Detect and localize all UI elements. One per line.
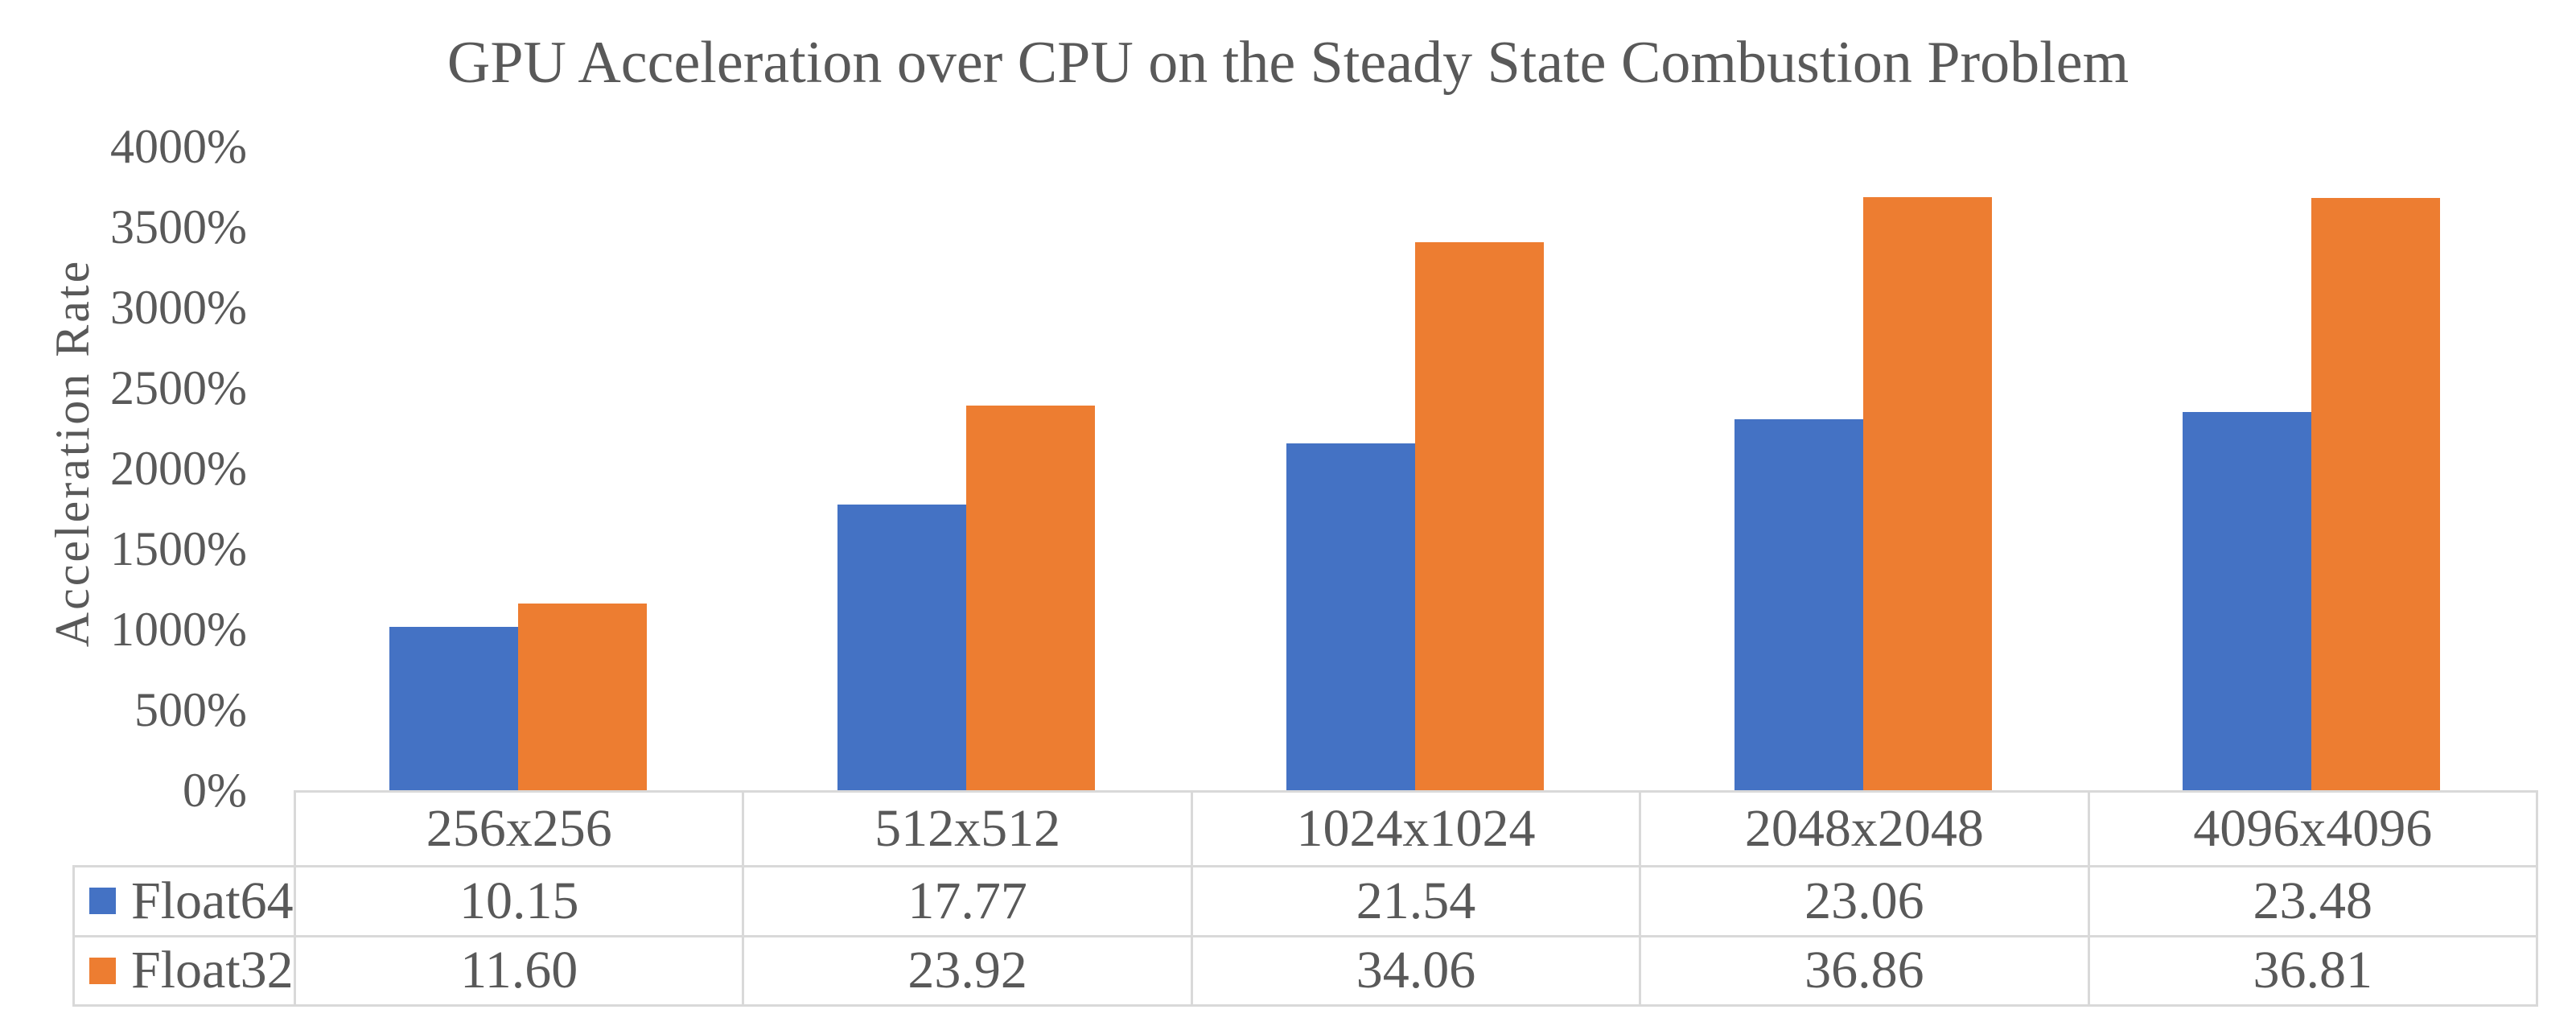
y-tick-label: 2500% <box>110 361 247 414</box>
bar-float64-2048x2048 <box>1734 418 1863 790</box>
bar-float32-2048x2048 <box>1862 196 1992 790</box>
y-tick-label: 1000% <box>110 603 247 656</box>
bar-float32-1024x1024 <box>1414 241 1544 790</box>
table-value-float32-256x256: 11.60 <box>294 934 745 1007</box>
y-tick-label: 0% <box>183 764 247 817</box>
legend-label: Float64 <box>131 871 294 930</box>
column-header-4096x4096: 4096x4096 <box>2087 790 2538 867</box>
table-value-float64-2048x2048: 23.06 <box>1639 865 2090 937</box>
y-tick-label: 3500% <box>110 200 247 253</box>
y-tick-label: 1500% <box>110 522 247 575</box>
column-header-512x512: 512x512 <box>742 790 1193 867</box>
bar-float32-256x256 <box>517 604 647 790</box>
column-header-1024x1024: 1024x1024 <box>1190 790 1642 867</box>
bar-float64-4096x4096 <box>2183 412 2312 790</box>
table-value-float64-1024x1024: 21.54 <box>1190 865 1642 937</box>
y-tick-label: 500% <box>134 683 247 736</box>
legend-cell-float64: Float64 <box>72 865 296 937</box>
legend-label: Float32 <box>131 941 294 1000</box>
table-value-float32-4096x4096: 36.81 <box>2087 934 2538 1007</box>
y-tick-label: 4000% <box>110 120 247 173</box>
table-value-float32-2048x2048: 36.86 <box>1639 934 2090 1007</box>
table-value-float64-512x512: 17.77 <box>742 865 1193 937</box>
y-tick-label: 3000% <box>110 281 247 334</box>
table-value-float64-256x256: 10.15 <box>294 865 745 937</box>
plot-area <box>294 146 2536 790</box>
column-header-256x256: 256x256 <box>294 790 745 867</box>
table-value-float32-1024x1024: 34.06 <box>1190 934 1642 1007</box>
bar-float64-256x256 <box>389 627 518 790</box>
bar-float64-1024x1024 <box>1286 443 1415 790</box>
bar-float32-512x512 <box>966 405 1096 790</box>
bar-float64-512x512 <box>837 504 967 790</box>
bar-float32-4096x4096 <box>2311 197 2441 790</box>
chart-title: GPU Acceleration over CPU on the Steady … <box>446 30 2130 96</box>
y-tick-label: 2000% <box>110 442 247 495</box>
table-value-float64-4096x4096: 23.48 <box>2087 865 2538 937</box>
column-header-2048x2048: 2048x2048 <box>1639 790 2090 867</box>
legend-swatch-float32 <box>89 957 116 984</box>
table-value-float32-512x512: 23.92 <box>742 934 1193 1007</box>
legend-swatch-float64 <box>89 888 116 915</box>
legend-cell-float32: Float32 <box>72 934 296 1007</box>
